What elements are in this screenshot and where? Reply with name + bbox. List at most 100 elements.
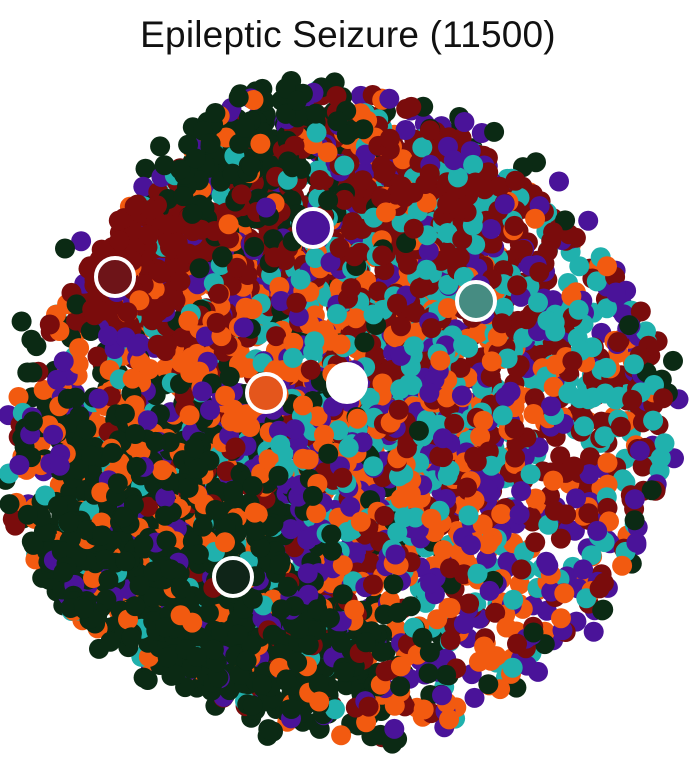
- scatter-point: [152, 460, 173, 481]
- scatter-point: [282, 157, 303, 178]
- scatter-point: [460, 535, 481, 556]
- scatter-point: [610, 416, 631, 437]
- scatter-point: [436, 387, 457, 408]
- scatter-point: [374, 505, 395, 526]
- scatter-point: [317, 142, 338, 163]
- scatter-point: [170, 159, 191, 180]
- scatter-point: [420, 120, 440, 141]
- scatter-point: [511, 559, 532, 580]
- scatter-point: [135, 158, 156, 179]
- scatter-point: [155, 617, 176, 638]
- scatter-point: [122, 368, 143, 389]
- scatter-point: [440, 598, 461, 618]
- scatter-point: [8, 387, 29, 407]
- scatter-point: [545, 321, 566, 342]
- scatter-point: [243, 90, 264, 110]
- scatter-point: [400, 483, 421, 504]
- scatter-point: [489, 176, 510, 197]
- scatter-point: [69, 338, 90, 359]
- scatter-point: [578, 210, 599, 231]
- scatter-point: [155, 505, 175, 526]
- scatter-point: [215, 385, 236, 406]
- scatter-point: [653, 388, 674, 409]
- scatter-point: [124, 196, 145, 217]
- scatter-point: [563, 456, 584, 477]
- scatter-point: [413, 699, 434, 720]
- scatter-point: [76, 419, 97, 440]
- scatter-point: [416, 259, 437, 280]
- scatter-point: [412, 137, 433, 158]
- scatter-point: [512, 239, 533, 260]
- scatter-point: [390, 379, 411, 400]
- scatter-point: [528, 292, 548, 313]
- scatter-point: [81, 445, 102, 466]
- scatter-point: [155, 487, 176, 508]
- scatter-point: [203, 639, 224, 660]
- scatter-point: [290, 269, 311, 290]
- scatter-point: [160, 559, 181, 580]
- scatter-point: [432, 685, 452, 706]
- scatter-point: [516, 309, 537, 330]
- scatter-point: [242, 589, 263, 609]
- scatter-point: [482, 233, 503, 254]
- scatter-point: [387, 293, 407, 314]
- scatter-point: [178, 310, 199, 331]
- scatter-point: [227, 257, 247, 278]
- scatter-point: [298, 584, 319, 605]
- scatter-point: [53, 351, 74, 372]
- scatter-point: [252, 674, 273, 695]
- scatter-point: [225, 437, 246, 458]
- scatter-point: [109, 230, 130, 251]
- scatter-point: [470, 426, 491, 447]
- scatter-point: [68, 354, 89, 374]
- scatter-point: [113, 507, 134, 528]
- scatter-point: [454, 112, 475, 132]
- scatter-point: [453, 614, 474, 634]
- scatter-point: [504, 215, 525, 236]
- scatter-point: [95, 549, 116, 570]
- scatter-point: [244, 502, 265, 523]
- scatter-point: [420, 573, 441, 594]
- scatter-point: [236, 650, 257, 671]
- scatter-point: [200, 400, 220, 420]
- scatter-point: [525, 532, 546, 553]
- scatter-point: [284, 135, 305, 156]
- scatter-point: [440, 558, 460, 579]
- scatter-point: [566, 488, 586, 509]
- scatter-point: [574, 416, 594, 437]
- scatter-point: [579, 464, 600, 485]
- scatter-point: [368, 281, 389, 302]
- scatter-point: [98, 325, 118, 346]
- scatter-point: [493, 297, 514, 318]
- scatter-point: [195, 326, 216, 347]
- scatter-point: [297, 529, 318, 550]
- scatter-point: [389, 466, 409, 487]
- scatter-point: [212, 246, 233, 267]
- scatter-point: [262, 624, 283, 645]
- scatter-point: [477, 478, 498, 499]
- scatter-point: [550, 446, 571, 467]
- scatter-point: [419, 382, 440, 403]
- scatter-point: [344, 599, 365, 620]
- scatter-point: [495, 387, 516, 407]
- scatter-point: [271, 291, 291, 311]
- scatter-point: [458, 337, 479, 358]
- scatter-point: [444, 413, 465, 434]
- scatter-point: [242, 299, 263, 320]
- scatter-point: [170, 578, 191, 599]
- scatter-point: [505, 447, 526, 468]
- scatter-point: [178, 477, 199, 498]
- scatter-point: [480, 650, 501, 671]
- scatter-point: [491, 504, 512, 524]
- scatter-point: [189, 258, 210, 279]
- scatter-point: [550, 528, 571, 549]
- scatter-point: [354, 332, 375, 353]
- scatter-point: [302, 485, 323, 506]
- scatter-point: [258, 719, 279, 740]
- scatter-point: [432, 428, 453, 449]
- scatter-point: [356, 712, 377, 733]
- scatter-point: [332, 555, 353, 576]
- scatter-point: [494, 194, 515, 215]
- scatter-point: [439, 709, 460, 730]
- scatter-point: [397, 254, 418, 275]
